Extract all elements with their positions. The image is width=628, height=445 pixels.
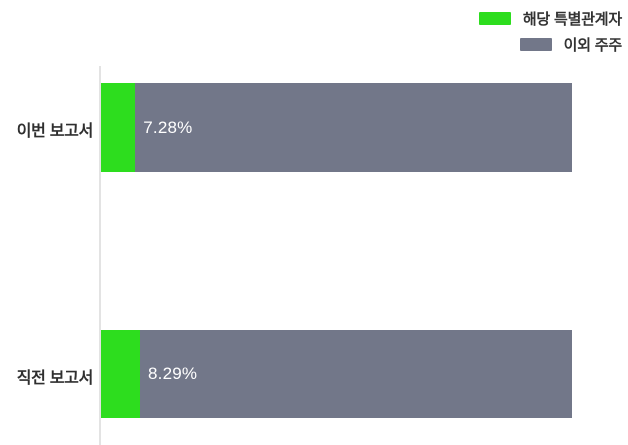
legend-swatch-primary: [478, 12, 511, 25]
legend-swatch-secondary: [519, 38, 552, 51]
category-axis-labels: 이번 보고서 직전 보고서: [0, 0, 94, 445]
bar-segment-primary[interactable]: [101, 83, 136, 172]
bar-segment-secondary[interactable]: 8.29%: [140, 330, 572, 418]
legend-item-secondary[interactable]: 이외 주주: [519, 34, 623, 55]
bar-row: 7.28%: [101, 83, 572, 172]
bar-row: 8.29%: [101, 330, 572, 418]
bar-value-label: 8.29%: [148, 364, 198, 383]
y-axis-line: [99, 66, 101, 445]
legend-label-primary: 해당 특별관계자: [522, 11, 622, 28]
legend-label-secondary: 이외 주주: [563, 37, 623, 54]
legend-item-primary[interactable]: 해당 특별관계자: [478, 8, 622, 29]
chart-legend: 해당 특별관계자 이외 주주: [478, 8, 623, 55]
bar-segment-secondary[interactable]: 7.28%: [135, 83, 572, 172]
bar-segment-primary[interactable]: [101, 330, 141, 418]
plot-area: 7.28% 8.29%: [101, 0, 572, 445]
category-label-1: 직전 보고서: [16, 370, 94, 387]
bar-value-label: 7.28%: [143, 117, 193, 137]
category-label-0: 이번 보고서: [16, 123, 94, 140]
